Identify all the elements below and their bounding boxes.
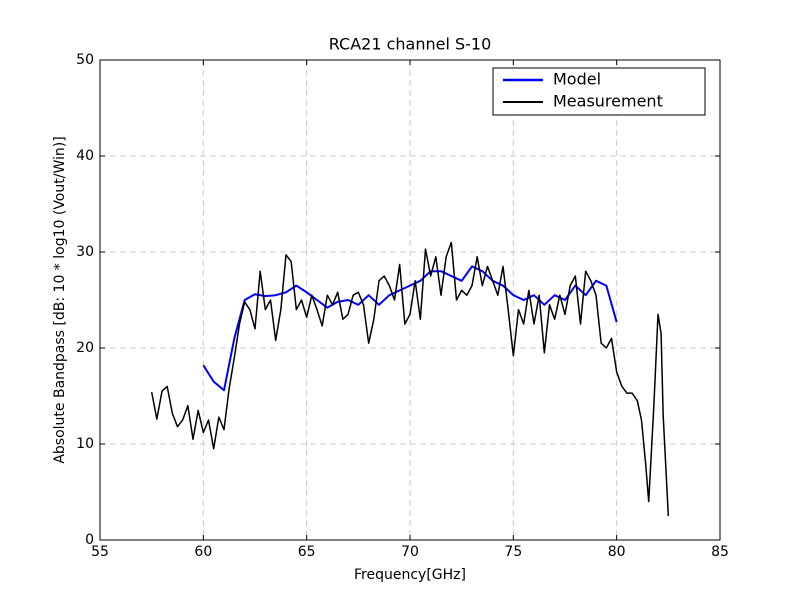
y-tick-label: 50 — [76, 52, 94, 68]
x-tick-label: 65 — [298, 544, 316, 560]
x-tick-label: 80 — [608, 544, 626, 560]
legend-box — [492, 67, 706, 116]
y-tick-label: 0 — [85, 532, 94, 548]
y-tick-label: 40 — [76, 148, 94, 164]
legend-label: Model — [553, 70, 601, 89]
y-axis-label: Absolute Bandpass [dB: 10 * log10 (Vout/… — [52, 136, 68, 463]
x-tick-label: 55 — [91, 544, 109, 560]
x-tick-label: 75 — [504, 544, 522, 560]
x-tick-label: 60 — [194, 544, 212, 560]
x-tick-label: 85 — [711, 544, 729, 560]
x-axis-label: Frequency[GHz] — [354, 567, 466, 583]
legend-label: Measurement — [553, 92, 663, 111]
chart-title: RCA21 channel S-10 — [329, 35, 492, 54]
plot-frame — [99, 59, 721, 541]
y-tick-label: 10 — [76, 436, 94, 452]
y-tick-label: 20 — [76, 340, 94, 356]
x-tick-label: 70 — [401, 544, 419, 560]
series-line — [150, 241, 670, 517]
series-line — [202, 265, 618, 392]
y-tick-label: 30 — [76, 244, 94, 260]
